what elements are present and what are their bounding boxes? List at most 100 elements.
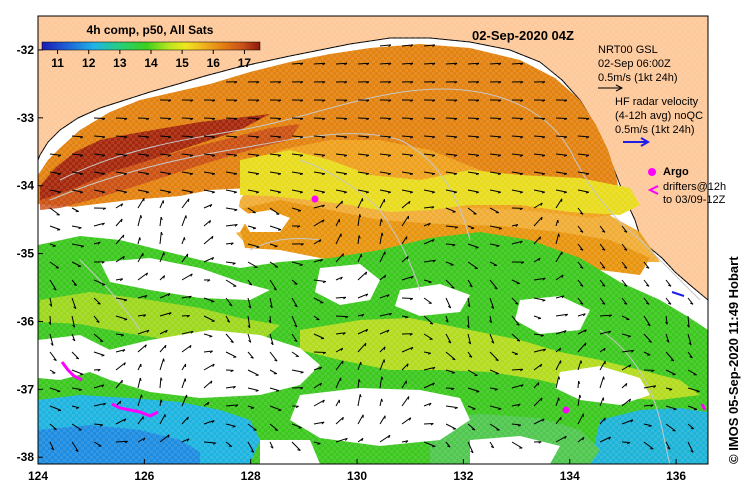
current-arrow-head [270,342,274,346]
current-arrow-head [344,81,348,84]
current-arrow [467,62,480,65]
current-arrow-head [80,245,84,248]
current-arrow [335,296,346,299]
current-arrow-head [101,154,106,157]
current-arrow [159,344,167,353]
current-arrow-head [651,369,655,373]
current-arrow [379,274,387,281]
current-arrow [555,274,564,281]
current-arrow-head [410,276,414,279]
hf-scale-label: 0.5m/s (1kt 24h) [615,124,694,136]
current-arrow [159,358,165,371]
current-arrow [643,385,656,389]
current-arrow-head [564,99,568,102]
current-arrow-head [409,333,413,336]
current-arrow [555,198,563,209]
current-arrow [335,218,340,227]
current-arrow [379,44,391,47]
current-arrow [335,135,348,138]
current-arrow-head [432,136,436,139]
current-arrow-head [516,339,521,342]
current-arrow-head [255,173,260,176]
current-arrow [225,297,233,307]
current-arrow [71,189,83,193]
current-arrow [467,333,472,345]
current-arrow-head [497,154,502,157]
current-arrow [291,369,304,373]
current-arrow [445,351,456,360]
current-arrow-head [322,219,325,223]
current-arrow-head [365,191,369,194]
argo-legend-label: Argo [663,166,689,178]
colorbar-tick-label: 12 [82,56,96,70]
argo-legend-icon [648,168,656,176]
current-arrow-head [212,442,216,445]
current-arrow-head [167,154,172,157]
current-arrow-head [160,216,163,221]
current-arrow [401,171,413,175]
current-arrow [115,349,126,353]
current-arrow-head [234,99,238,102]
current-arrow [621,261,628,269]
current-arrow-head [670,359,675,362]
current-arrow [247,369,259,376]
current-arrow [313,421,325,425]
current-arrow [203,350,213,353]
current-arrow [159,434,170,443]
current-arrow [225,351,237,358]
current-arrow-head [498,227,502,230]
current-arrow [577,329,587,335]
current-arrow-head [234,118,238,121]
current-arrow-head [274,245,278,248]
current-arrow-head [268,320,272,324]
current-arrow-head [294,283,298,285]
current-arrow-head [467,304,471,308]
current-arrow [313,279,326,282]
current-arrow-head [388,99,392,102]
current-arrow-head [322,399,325,403]
current-arrow-head [256,246,260,249]
current-arrow [555,330,567,335]
current-arrow [379,398,383,407]
current-arrow-head [432,62,436,66]
current-arrow-head [602,266,606,269]
current-arrow-head [519,240,523,244]
current-arrow-head [300,387,304,390]
current-arrow [401,363,409,371]
current-arrow [335,437,348,443]
latitude-ticks: -32 -33 -34 -35 -36 -37 -38 [17,43,43,464]
current-arrow [291,423,302,429]
current-arrow-head [586,118,590,121]
current-arrow-head [537,382,540,386]
current-arrow [269,189,281,193]
current-arrow [423,135,436,138]
current-arrow-head [163,358,165,362]
current-arrow [445,261,454,266]
current-arrow [643,261,650,269]
current-arrow [401,215,409,227]
lat-tick-label: -33 [17,111,35,125]
current-arrow [621,333,631,337]
current-arrow [665,369,676,375]
current-arrow-head [168,312,172,316]
current-arrow-head [431,154,436,157]
current-arrow [115,189,127,193]
current-arrow [71,423,82,431]
current-arrow-head [207,402,210,406]
current-arrow [379,251,386,263]
current-arrow-head [388,136,392,139]
current-arrow [225,404,239,407]
current-arrow-head [168,136,172,139]
current-arrow [555,117,568,119]
current-arrow-head [53,358,57,362]
current-arrow [467,135,480,138]
current-arrow [533,171,545,175]
current-arrow [71,153,83,156]
current-arrow-head [96,320,100,323]
current-arrow [511,171,523,175]
current-arrow [313,351,326,353]
current-arrow [467,153,479,156]
current-arrow-head [359,214,362,218]
current-arrow-head [79,154,84,157]
current-arrow [269,153,281,156]
